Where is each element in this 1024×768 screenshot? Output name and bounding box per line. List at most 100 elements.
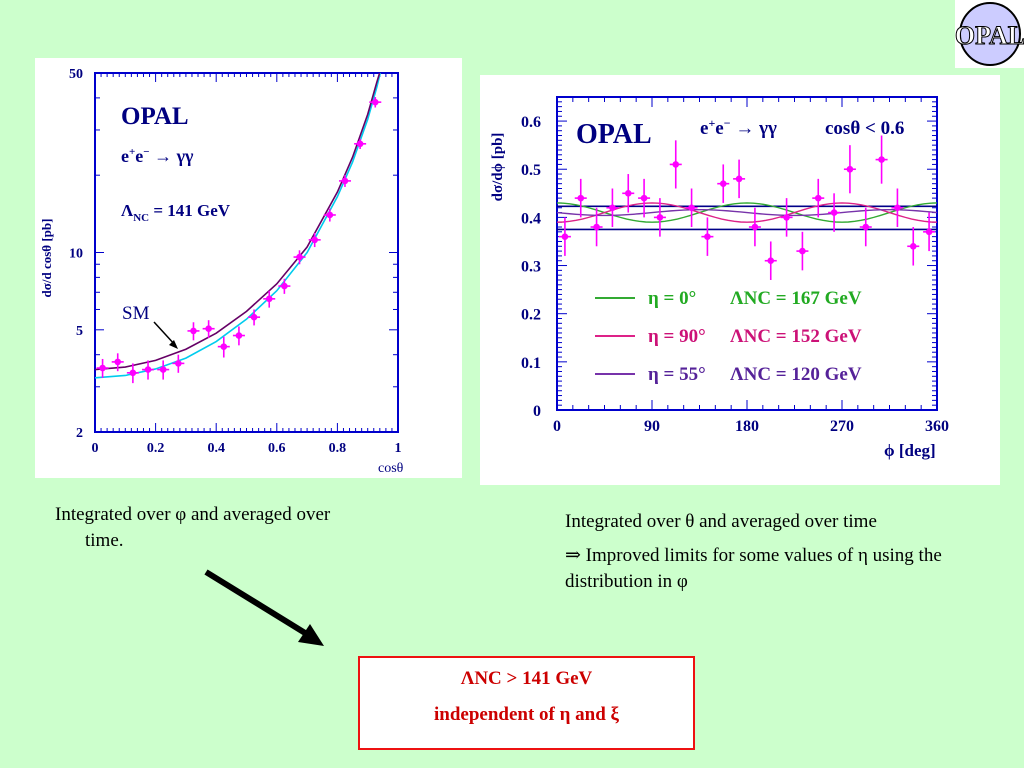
x-tick-label: 180 (735, 418, 759, 435)
dsigma-dcostheta-chart: 0 0.2 0.4 0.6 0.8 1 2 5 10 50 OPAL e+e− → γγ ΛNC … (39, 67, 404, 476)
x-tick-label: 0.8 (329, 441, 347, 456)
y-axis-label: dσ/dϕ [pb] (490, 133, 506, 202)
y-tick-label: 2 (76, 426, 83, 441)
y-tick-label: 0.1 (521, 355, 541, 372)
opal-logo: OPAL (954, 0, 1024, 68)
tick-marks (94, 72, 399, 433)
y-tick-label: 0.4 (521, 210, 541, 227)
process-label: e+e− → γγ (700, 116, 777, 139)
x-tick-label: 0.4 (207, 441, 225, 456)
sm-arrow-head (169, 340, 178, 349)
data-point (735, 175, 743, 183)
y-axis-label: dσ/d cosθ [pb] (39, 219, 54, 298)
legend: η = 0° ΛNC = 167 GeV η = 90° ΛNC = 152 GeV η… (595, 288, 862, 385)
dsigma-dphi-chart: 0 90 180 270 360 0 0.1 0.2 0.3 0.4 0.5 0.6 OPAL e+e… (490, 96, 949, 460)
data-point (114, 358, 122, 366)
data-point (129, 369, 137, 377)
tick-labels: 0 90 180 270 360 0 0.1 0.2 0.3 0.4 0.5 0.6 (521, 114, 949, 435)
data-point (719, 180, 727, 187)
data-point (190, 327, 197, 335)
data-point (296, 253, 303, 261)
fit-curve-eta90 (556, 202, 938, 223)
data-point (265, 295, 273, 303)
data-point (609, 204, 616, 212)
sm-curve (95, 73, 382, 379)
chart-title-opal: OPAL (576, 119, 652, 150)
chart-panel-left: 0 0.2 0.4 0.6 0.8 1 2 5 10 50 OPAL e+e− → γγ ΛNC … (35, 58, 462, 478)
y-tick-label: 0 (533, 403, 541, 420)
data-point (281, 282, 288, 290)
data-point (144, 366, 152, 373)
data-point (767, 257, 775, 265)
data-point (205, 325, 212, 332)
data-point (894, 204, 901, 212)
x-axis-label: ϕ [deg] (884, 441, 936, 460)
result-line1: ΛNC > 141 GeV (460, 668, 593, 689)
x-tick-label: 90 (644, 418, 660, 435)
model-curves (95, 73, 382, 379)
caption-left-line2: time. (85, 530, 124, 551)
data-point (640, 194, 648, 202)
data-point (624, 190, 632, 197)
data-point (220, 343, 228, 350)
legend-lambda-label: ΛNC = 120 GeV (730, 364, 862, 385)
data-points (96, 97, 382, 384)
y-tick-label: 5 (76, 324, 83, 339)
data-point (561, 233, 569, 240)
cut-label: cosθ < 0.6 (825, 118, 904, 139)
result-box: ΛNC > 141 GeV independent of η and ξ (358, 656, 695, 750)
legend-lambda-label: ΛNC = 152 GeV (730, 326, 862, 347)
pointer-arrow-head (298, 624, 324, 646)
opal-logo-graphic: OPAL (954, 2, 1024, 66)
data-point (99, 364, 106, 372)
legend-lambda-label: ΛNC = 167 GeV (730, 288, 862, 309)
data-point (688, 204, 695, 212)
caption-right-para2: ⇒ Improved limits for some values of η u… (565, 545, 942, 592)
fit-curve-eta0 (556, 202, 938, 223)
x-tick-label: 0.2 (147, 441, 165, 456)
x-tick-label: 0 (553, 418, 561, 435)
chart-title-opal: OPAL (121, 103, 189, 130)
data-point (593, 223, 600, 231)
nc-curve (95, 73, 381, 371)
y-tick-label: 0.6 (521, 114, 541, 131)
data-point (371, 98, 379, 106)
result-line2: independent of η and ξ (433, 704, 620, 725)
data-point (751, 223, 759, 231)
caption-right-para1: Integrated over θ and averaged over time (565, 511, 877, 532)
data-point (704, 233, 711, 240)
data-point (814, 194, 822, 202)
data-point (250, 313, 258, 321)
data-point (846, 165, 854, 173)
data-point (672, 161, 680, 168)
x-axis-label: cosθ (378, 461, 404, 476)
x-tick-label: 360 (925, 418, 949, 435)
data-point (862, 223, 870, 231)
y-tick-label: 0.5 (521, 162, 541, 179)
data-point (783, 214, 790, 221)
chart-panel-right: 0 90 180 270 360 0 0.1 0.2 0.3 0.4 0.5 0.6 OPAL e+e… (480, 75, 1000, 485)
data-point (341, 177, 349, 185)
x-tick-label: 0 (92, 441, 99, 456)
data-point (311, 236, 318, 244)
legend-eta-label: η = 55° (648, 364, 706, 385)
y-tick-label: 0.3 (521, 259, 541, 276)
legend-eta-label: η = 0° (648, 288, 696, 309)
pointer-arrow (204, 569, 324, 646)
process-label: e+e− → γγ (121, 146, 194, 166)
data-point (175, 360, 182, 367)
caption-left: Integrated over φ and averaged over time… (55, 502, 445, 554)
x-tick-label: 1 (395, 441, 402, 456)
opal-logo-text: OPAL (955, 21, 1024, 50)
data-point (878, 156, 885, 163)
legend-eta-label: η = 90° (648, 326, 706, 347)
lambda-annotation: ΛNC = 141 GeV (121, 201, 231, 224)
data-points (558, 135, 936, 280)
caption-left-line1: Integrated over φ and averaged over (55, 504, 331, 525)
data-point (830, 209, 838, 216)
y-tick-label: 0.2 (521, 307, 541, 324)
x-tick-label: 0.6 (268, 441, 286, 456)
data-point (159, 366, 167, 373)
sm-label: SM (122, 303, 150, 324)
data-point (356, 140, 364, 148)
